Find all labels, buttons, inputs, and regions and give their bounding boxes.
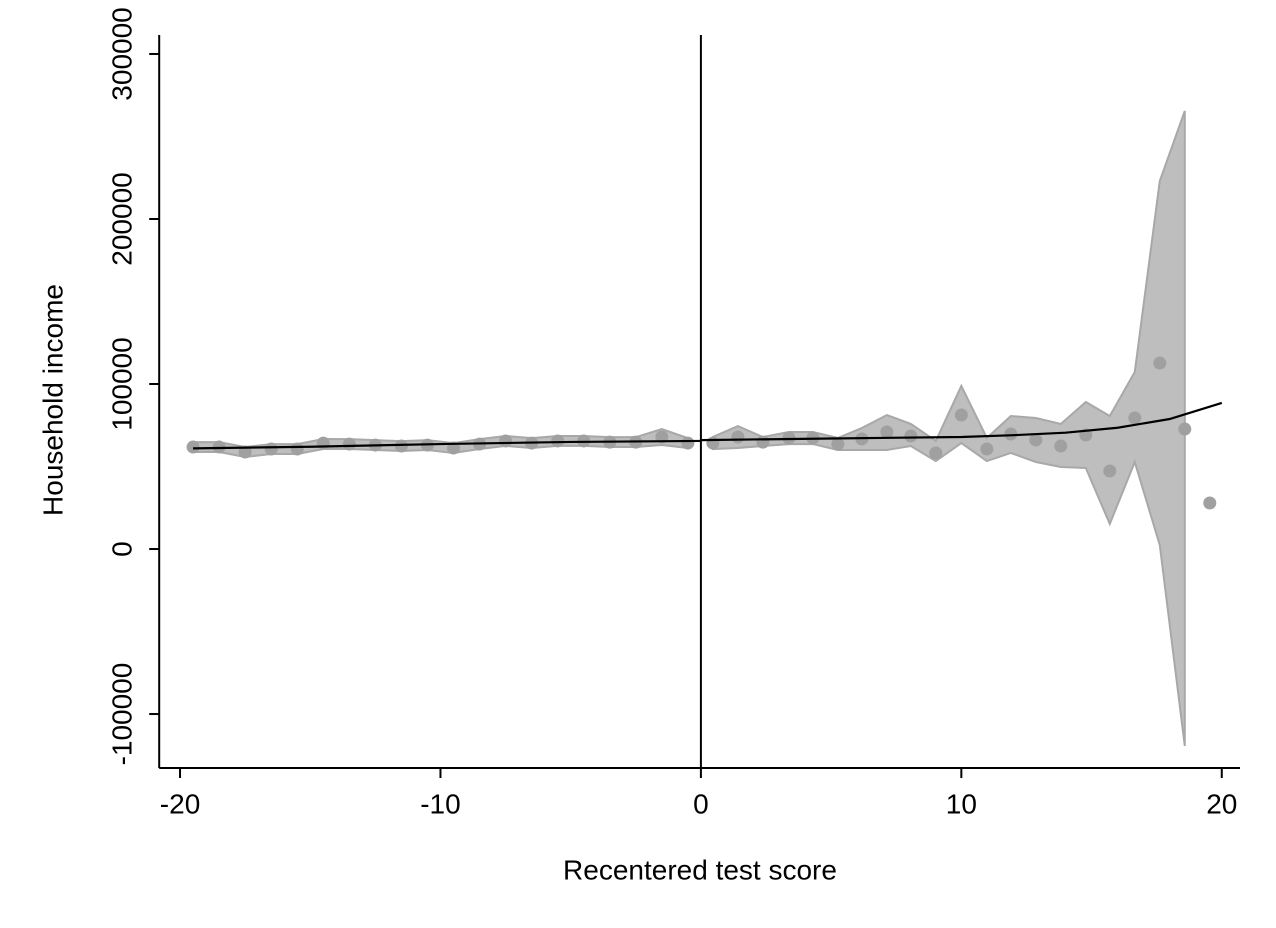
bin-point <box>499 434 513 448</box>
bin-point <box>1054 439 1068 453</box>
x-tick-label: -20 <box>160 788 200 819</box>
bin-point <box>880 425 894 439</box>
bin-point <box>980 442 994 456</box>
bin-point <box>904 429 918 443</box>
bin-point <box>1029 433 1043 447</box>
confidence-band <box>711 110 1186 747</box>
y-axis-label: Household income <box>37 284 68 516</box>
y-tick-label: 100000 <box>106 337 137 430</box>
bin-point <box>756 435 770 449</box>
bin-point <box>394 439 408 453</box>
bin-point <box>1128 411 1142 425</box>
y-tick-label: 0 <box>106 541 137 557</box>
bin-point <box>264 442 278 456</box>
bin-point <box>551 434 565 448</box>
bin-point <box>731 430 745 444</box>
y-tick-label: 300000 <box>106 7 137 100</box>
x-axis-label: Recentered test score <box>563 854 837 885</box>
bin-point <box>1153 356 1167 370</box>
fit-line <box>193 439 701 450</box>
bin-point <box>929 446 943 460</box>
bin-point <box>706 436 720 450</box>
x-tick-label: 20 <box>1206 788 1237 819</box>
x-tick-label: -10 <box>420 788 460 819</box>
x-tick-label: 10 <box>946 788 977 819</box>
y-tick-label: -100000 <box>106 663 137 766</box>
fit-line <box>700 401 1223 442</box>
bin-point <box>290 442 304 456</box>
bin-point <box>1103 464 1117 478</box>
bin-point <box>186 440 200 454</box>
bin-point <box>1178 422 1192 436</box>
bin-point <box>1203 496 1217 510</box>
y-tick-label: 200000 <box>106 172 137 265</box>
bin-point <box>954 408 968 422</box>
bin-point <box>1004 427 1018 441</box>
bin-point <box>681 436 695 450</box>
x-tick-label: 0 <box>693 788 709 819</box>
bin-point <box>831 437 845 451</box>
bin-point <box>342 437 356 451</box>
